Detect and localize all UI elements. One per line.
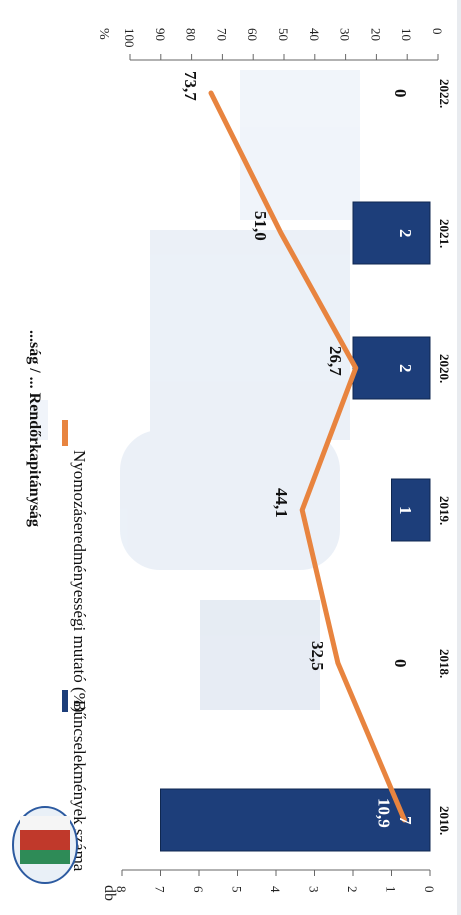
line-value-label: 51,0 <box>251 211 270 241</box>
category-label: 2019. <box>437 496 452 525</box>
db-tick-label: 2 <box>345 886 360 893</box>
category-label: 2021. <box>437 219 452 248</box>
bars-group <box>160 201 431 852</box>
pct-tick-label: 30 <box>338 28 353 41</box>
bar-value-label: 2 <box>396 364 415 373</box>
bar-value-label: 2 <box>396 229 415 238</box>
db-axis-title: db <box>101 885 118 901</box>
police-logo <box>12 806 78 884</box>
line-value-label: 73,7 <box>181 71 200 101</box>
db-tick-label: 1 <box>384 886 399 893</box>
pct-tick-label: 100 <box>122 28 137 48</box>
db-tick-label: 5 <box>230 886 245 893</box>
db-tick-label: 8 <box>114 886 129 893</box>
pct-tick-label: 60 <box>245 28 260 41</box>
line-series <box>208 90 407 823</box>
background-building-image <box>30 70 360 710</box>
line-value-label: 44,1 <box>272 488 291 518</box>
pct-tick-label: 0 <box>430 28 445 35</box>
bar-value-label: 0 <box>391 659 410 668</box>
db-tick-label: 3 <box>307 886 322 893</box>
pct-tick-label: 10 <box>399 28 414 41</box>
db-tick-label: 7 <box>153 886 168 893</box>
line-value-label: 32,5 <box>308 641 327 671</box>
bar <box>160 788 431 852</box>
bar-value-label: 1 <box>396 506 415 515</box>
category-label: 2010. <box>437 806 452 835</box>
pct-tick-label: 20 <box>368 28 383 41</box>
pct-axis-title: % <box>96 28 111 40</box>
db-tick-label: 0 <box>422 886 437 893</box>
category-label: 2020. <box>437 354 452 383</box>
legend-line-label: Nyomozáseredményességi mutató (%) <box>70 450 89 712</box>
pct-tick-label: 90 <box>153 28 168 41</box>
pct-tick-label: 70 <box>214 28 229 41</box>
db-tick-label: 4 <box>268 886 283 893</box>
bar <box>391 478 431 542</box>
legend-line-swatch <box>62 420 68 446</box>
line-value-label: 10,9 <box>374 798 393 828</box>
line-value-label: 26,7 <box>326 346 345 376</box>
pct-tick-label: 40 <box>307 28 322 41</box>
pct-tick-label: 50 <box>276 28 291 41</box>
category-label: 2022. <box>437 79 452 108</box>
pct-tick-label: 80 <box>184 28 199 41</box>
bar <box>352 201 431 265</box>
bar <box>352 336 431 400</box>
bar-value-label: 7 <box>396 816 415 825</box>
legend: Bűncselekmények száma Nyomozáseredményes… <box>62 420 89 872</box>
db-tick-label: 6 <box>191 886 206 893</box>
labels-group: 7 2010. 0 2018. 1 2019. 2 2020. 2 2021. 0 2022. 10,9… <box>181 71 452 835</box>
line-group <box>208 90 407 823</box>
header-title: ...ság / ... Rendőrkapitányság <box>26 330 43 527</box>
legend-bar-swatch <box>62 690 68 712</box>
bar-value-label: 0 <box>391 89 410 98</box>
category-label: 2018. <box>437 649 452 678</box>
